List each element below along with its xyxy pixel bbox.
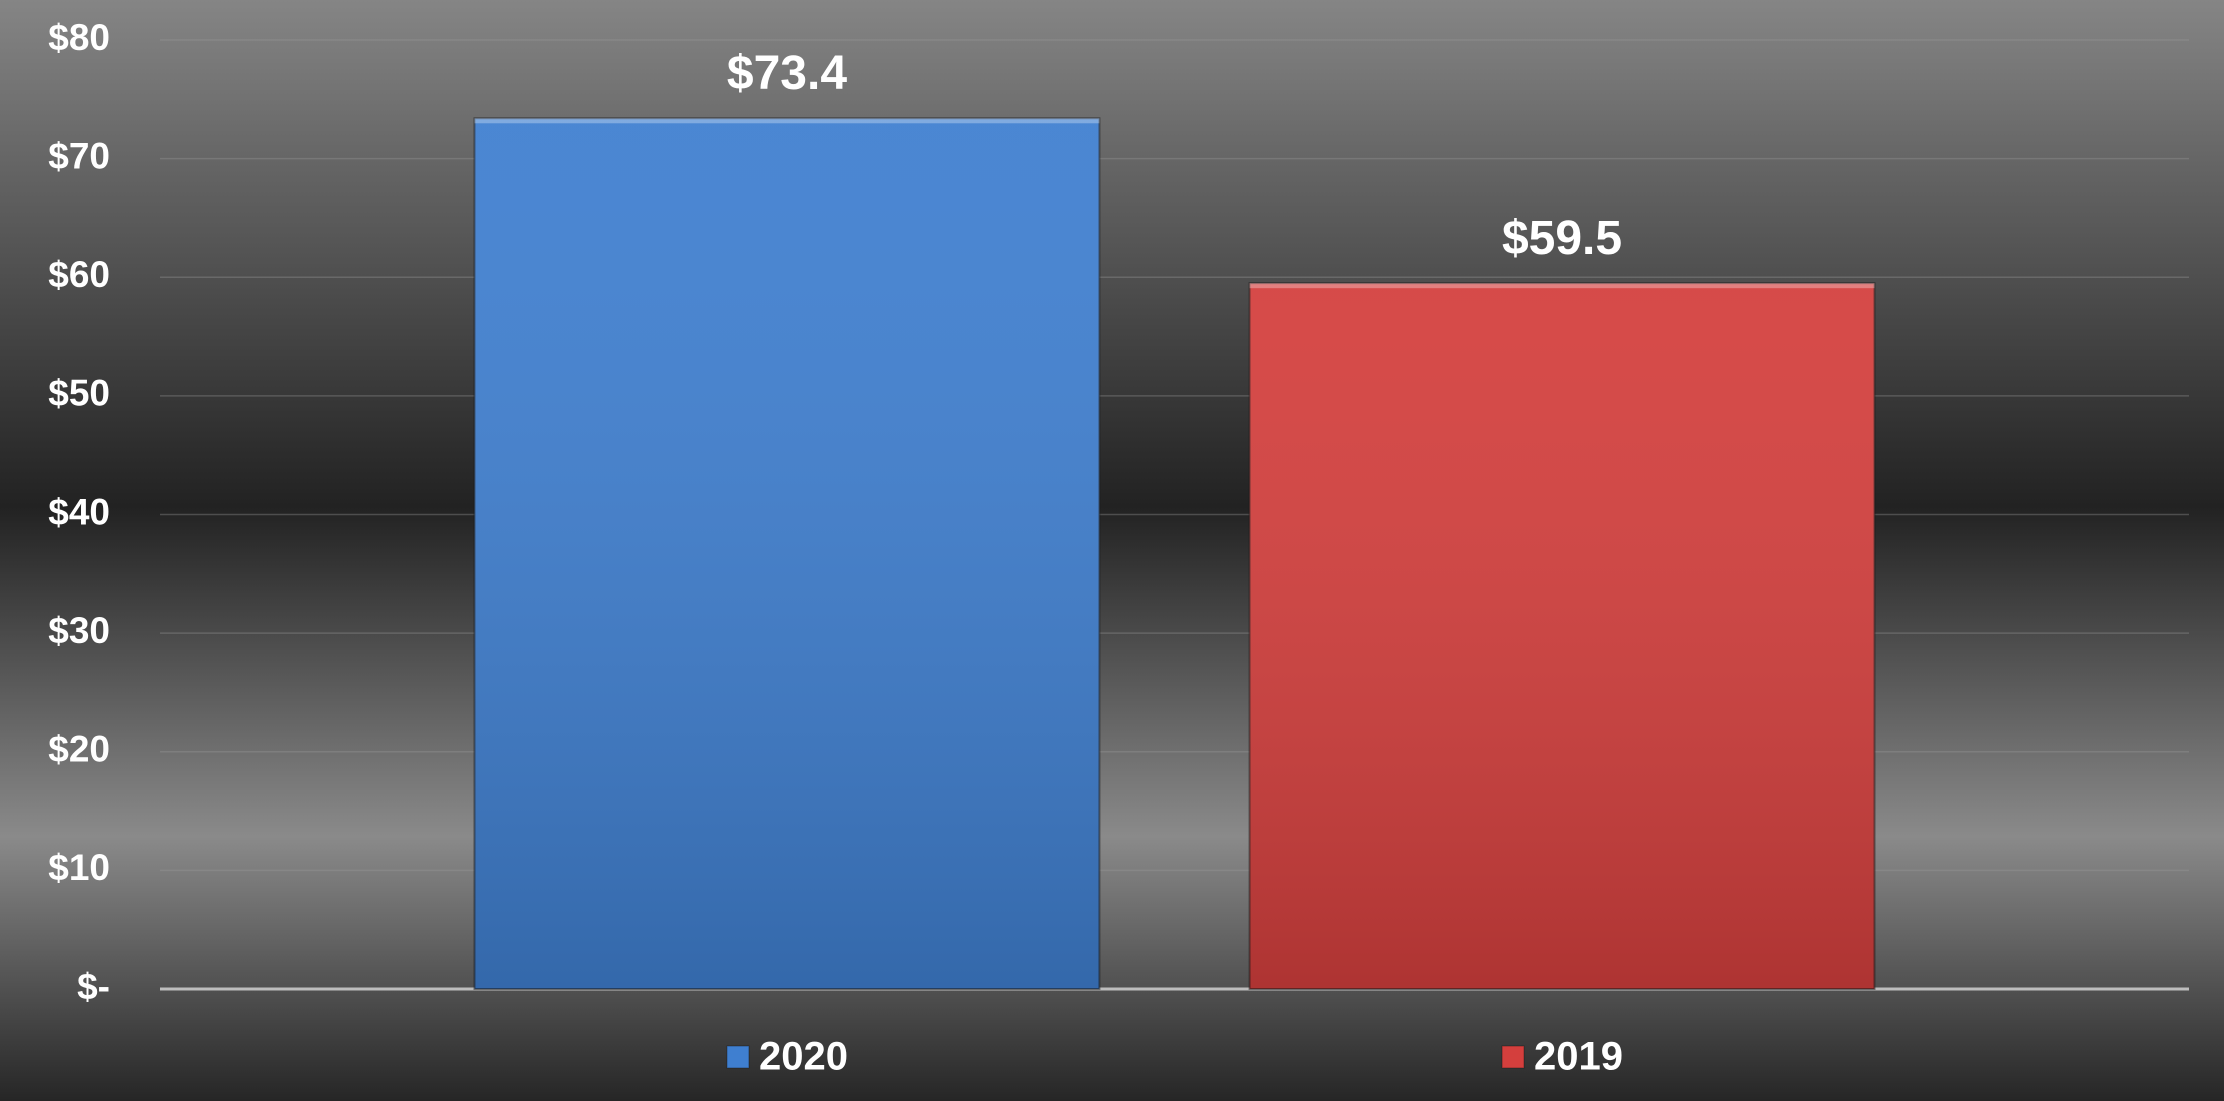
bar <box>1248 282 1876 990</box>
y-tick-label: $40 <box>48 491 110 532</box>
legend-swatch <box>726 1045 750 1069</box>
bar <box>473 117 1101 991</box>
legend-swatch <box>1501 1045 1525 1069</box>
y-tick-label: $10 <box>48 847 110 888</box>
y-tick-label: $- <box>77 966 110 1007</box>
bar-highlight <box>1249 283 1875 289</box>
y-tick-label: $30 <box>48 610 110 651</box>
y-tick-label: $50 <box>48 373 110 414</box>
value-label: $59.5 <box>1502 212 1622 265</box>
value-label: $73.4 <box>727 47 847 100</box>
y-tick-label: $80 <box>48 17 110 58</box>
legend-label: 2020 <box>759 1035 848 1079</box>
y-tick-label: $20 <box>48 729 110 770</box>
y-tick-label: $70 <box>48 135 110 176</box>
y-tick-label: $60 <box>48 254 110 295</box>
legend-label: 2019 <box>1534 1035 1623 1079</box>
bar-highlight <box>474 118 1100 124</box>
